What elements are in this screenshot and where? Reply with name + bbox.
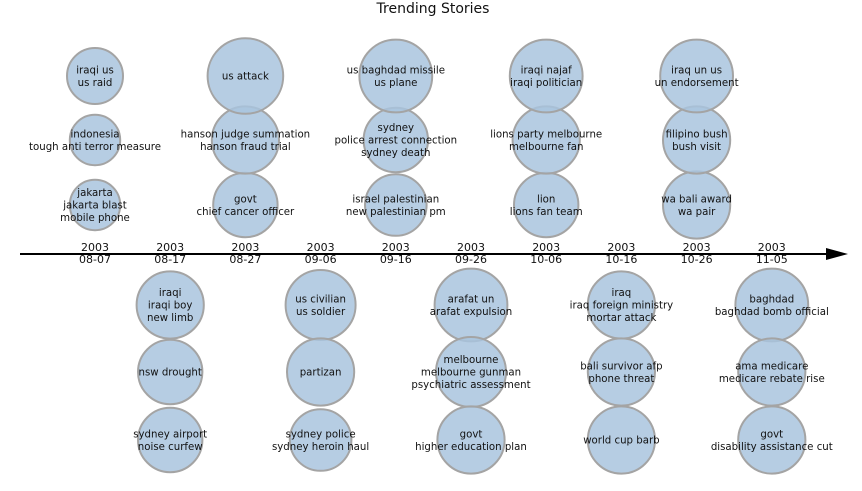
- bubble-label: us attack: [222, 72, 269, 83]
- bubble-circle: [137, 406, 204, 474]
- tick-label: 2003 08-17: [154, 241, 186, 266]
- bubble-circle: [135, 270, 205, 340]
- bubble-label: israel palestinian new palestinian pm: [346, 194, 446, 218]
- story-bubble: iraq un us un endorsement: [655, 38, 739, 114]
- story-bubble: sydney airport noise curfew: [133, 406, 207, 474]
- bubble-label: govt higher education plan: [415, 429, 527, 453]
- bubble-label: wa bali award wa pair: [661, 194, 732, 218]
- bubble-label: filipino bush bush visit: [666, 129, 728, 153]
- bubble-label: sydney airport noise curfew: [133, 429, 207, 453]
- story-bubble: wa bali award wa pair: [661, 170, 732, 240]
- bubble-circle: [68, 178, 122, 232]
- tick-label: 2003 08-27: [229, 241, 261, 266]
- story-bubble: govt chief cancer officer: [197, 171, 296, 239]
- tick-label: 2003 11-05: [756, 241, 788, 266]
- bubble-circle: [68, 113, 122, 167]
- bubble-circle: [737, 405, 807, 475]
- bubble-label: govt chief cancer officer: [197, 194, 296, 218]
- story-bubble: israel palestinian new palestinian pm: [346, 173, 446, 237]
- story-bubble: iraqi najaf iraqi politician: [508, 38, 584, 114]
- bubble-circle: [66, 47, 124, 105]
- story-bubble: iraqi us us raid: [66, 47, 124, 105]
- bubble-label: iraqi iraqi boy new limb: [147, 288, 193, 324]
- story-bubble: govt disability assistance cut: [711, 405, 833, 475]
- bubble-label: iraqi us us raid: [76, 65, 114, 89]
- story-bubble: iraqi iraqi boy new limb: [135, 270, 205, 340]
- bubble-label: sydney police sydney heroin haul: [272, 429, 369, 453]
- story-bubble: iraq iraq foreign ministry mortar attack: [570, 270, 674, 340]
- story-bubble: us civilian us soldier: [284, 269, 357, 341]
- bubble-label: govt disability assistance cut: [711, 429, 833, 453]
- bubble-circle: [288, 408, 353, 472]
- bubble-circle: [286, 337, 356, 407]
- bubble-label: iraqi najaf iraqi politician: [510, 65, 582, 89]
- bubble-label: arafat un arafat expulsion: [430, 294, 512, 318]
- bubble-label: melbourne melbourne gunman psychiatric ass…: [411, 355, 530, 391]
- story-bubble: nsw drought: [137, 338, 204, 406]
- tick-label: 2003 10-16: [605, 241, 637, 266]
- tick-label: 2003 09-06: [305, 241, 337, 266]
- bubble-circle: [206, 37, 285, 115]
- bubble-layer: jakarta jakarta blast mobile phone indonesi…: [29, 37, 833, 475]
- story-bubble: filipino bush bush visit: [662, 105, 732, 175]
- bubble-label: lion lions fan team: [510, 194, 583, 218]
- bubble-circle: [364, 173, 428, 237]
- bubble-label: hanson judge summation hanson fraud trial: [181, 129, 311, 153]
- bubble-circle: [659, 38, 734, 114]
- bubble-label: sydney police arrest connection sydney dea…: [334, 123, 457, 159]
- story-bubble: world cup barb: [583, 405, 660, 475]
- story-bubble: sydney police arrest connection sydney dea…: [334, 106, 457, 174]
- bubble-label: lions party melbourne melbourne fan: [490, 129, 602, 153]
- chart-title: Trending Stories: [376, 1, 490, 17]
- tick-label: 2003 09-26: [455, 241, 487, 266]
- bubble-circle: [137, 338, 204, 406]
- tick-label: 2003 10-26: [681, 241, 713, 266]
- story-bubble: hanson judge summation hanson fraud trial: [181, 105, 311, 175]
- story-bubble: lion lions fan team: [510, 171, 583, 239]
- story-bubble: jakarta jakarta blast mobile phone: [60, 178, 130, 232]
- bubble-circle: [358, 38, 434, 114]
- story-bubble: arafat un arafat expulsion: [430, 267, 512, 343]
- story-bubble: baghdad baghdad bomb official: [715, 267, 829, 343]
- story-bubble: melbourne melbourne gunman psychiatric ass…: [411, 336, 531, 408]
- bubble-label: iraq un us un endorsement: [655, 65, 739, 89]
- bubble-label: world cup barb: [583, 436, 659, 447]
- story-bubble: indonesia tough anti terror measure: [29, 113, 161, 167]
- tick-layer: 2003 08-07 2003 08-17 2003 08-27 2003 09-06 2003…: [79, 241, 788, 266]
- story-bubble: us attack: [206, 37, 285, 115]
- story-bubble: us baghdad missile us plane: [347, 38, 445, 114]
- bubble-circle: [508, 38, 584, 114]
- bubble-label: us baghdad missile us plane: [347, 65, 445, 89]
- bubble-label: jakarta jakarta blast mobile phone: [60, 188, 130, 224]
- tick-label: 2003 08-07: [79, 241, 111, 266]
- story-bubble: partizan: [286, 337, 356, 407]
- bubble-label: iraq iraq foreign ministry mortar attack: [570, 288, 674, 324]
- tick-label: 2003 10-06: [530, 241, 562, 266]
- bubble-label: bali survivor afp phone threat: [580, 361, 662, 385]
- bubble-label: ama medicare medicare rebate rise: [719, 361, 825, 385]
- bubble-label: us civilian us soldier: [295, 294, 346, 318]
- bubble-circle: [586, 405, 657, 475]
- story-bubble: bali survivor afp phone threat: [580, 337, 663, 407]
- story-bubble: govt higher education plan: [415, 405, 527, 475]
- tick-label: 2003 09-16: [380, 241, 412, 266]
- story-bubble: sydney police sydney heroin haul: [272, 408, 369, 472]
- story-bubble: lions party melbourne melbourne fan: [490, 105, 602, 175]
- timeline-arrowhead: [826, 248, 848, 260]
- story-bubble: ama medicare medicare rebate rise: [719, 337, 825, 407]
- bubble-label: indonesia tough anti terror measure: [29, 129, 161, 153]
- bubble-label: partizan: [300, 368, 342, 379]
- bubble-label: baghdad baghdad bomb official: [715, 294, 829, 318]
- bubble-label: nsw drought: [139, 368, 202, 379]
- bubble-circle: [436, 405, 506, 475]
